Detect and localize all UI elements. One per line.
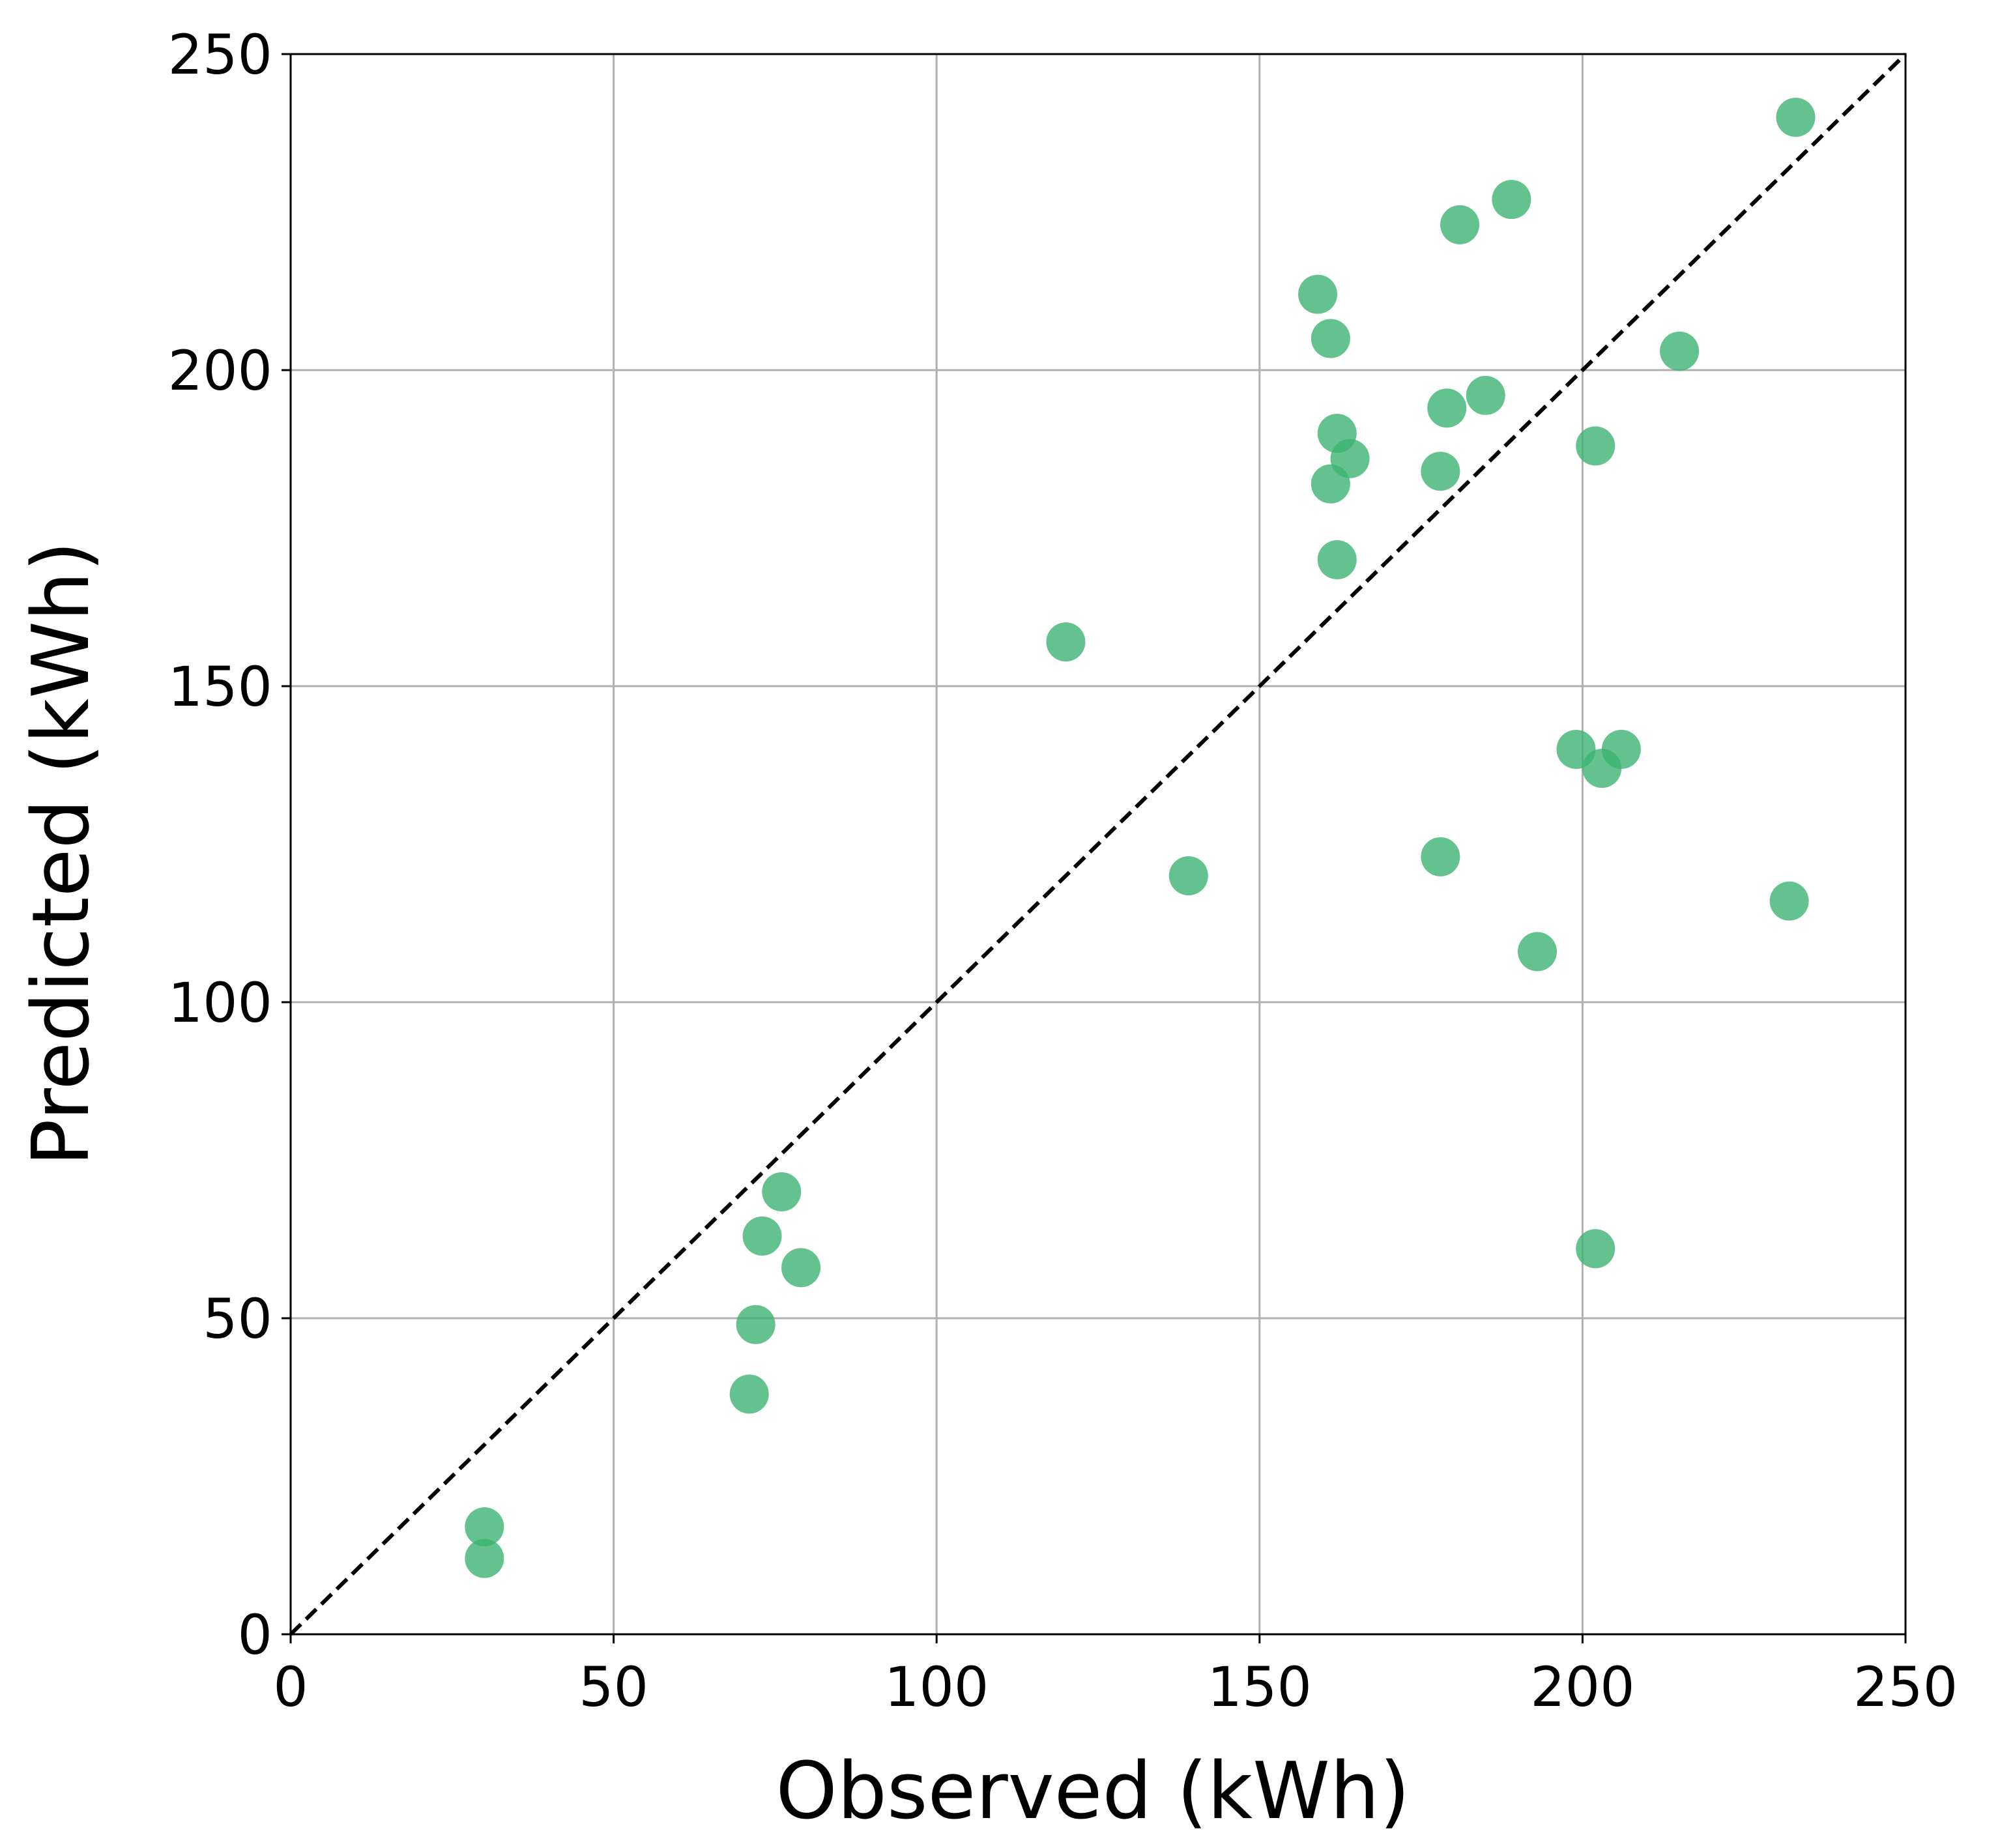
y-tick-label: 50 [203,1287,272,1351]
y-tick-label: 200 [168,339,272,403]
data-point [1421,837,1460,876]
plot-frame [289,53,1907,1636]
y-axis-title: Predicted (kWh) [16,541,107,1166]
data-point [1769,881,1809,921]
data-points [465,98,1816,1578]
x-tick-label: 250 [1853,1655,1958,1719]
data-point [1492,180,1531,220]
data-point [742,1216,782,1256]
data-point [1576,426,1616,466]
data-point [1421,452,1460,491]
data-point [1317,540,1357,579]
y-tick-label: 150 [168,655,272,719]
axis-ticks [282,53,1907,1643]
data-point [1601,730,1641,769]
data-point [1046,622,1086,662]
data-point [465,1538,504,1578]
data-point [736,1305,775,1344]
data-point [465,1507,504,1547]
y-tick-label: 250 [168,23,272,87]
x-tick-labels: 0 50 100 150 200 250 [273,1655,1958,1719]
grid-lines [291,54,1906,1634]
x-tick-label: 200 [1530,1655,1634,1719]
data-point [1330,439,1370,478]
x-tick-label: 50 [579,1655,648,1719]
data-point [1311,319,1350,358]
data-point [1440,205,1480,244]
data-point [781,1248,821,1288]
data-point [762,1172,802,1211]
data-point [1427,388,1467,428]
y-tick-label: 0 [238,1603,272,1667]
data-point [1660,331,1700,371]
y-tick-label: 100 [168,971,272,1035]
data-point [1576,1229,1616,1269]
x-tick-label: 100 [884,1655,989,1719]
x-tick-label: 150 [1208,1655,1312,1719]
identity-reference-line [289,52,1907,1636]
data-point [729,1374,769,1414]
data-point [1466,375,1505,415]
y-tick-labels: 0 50 100 150 200 250 [168,23,272,1667]
x-tick-label: 0 [273,1655,308,1719]
data-point [1776,98,1816,137]
x-axis-title: Observed (kWh) [775,1746,1410,1837]
data-point [1168,856,1208,895]
data-point [1298,274,1338,314]
data-point [1518,932,1558,972]
